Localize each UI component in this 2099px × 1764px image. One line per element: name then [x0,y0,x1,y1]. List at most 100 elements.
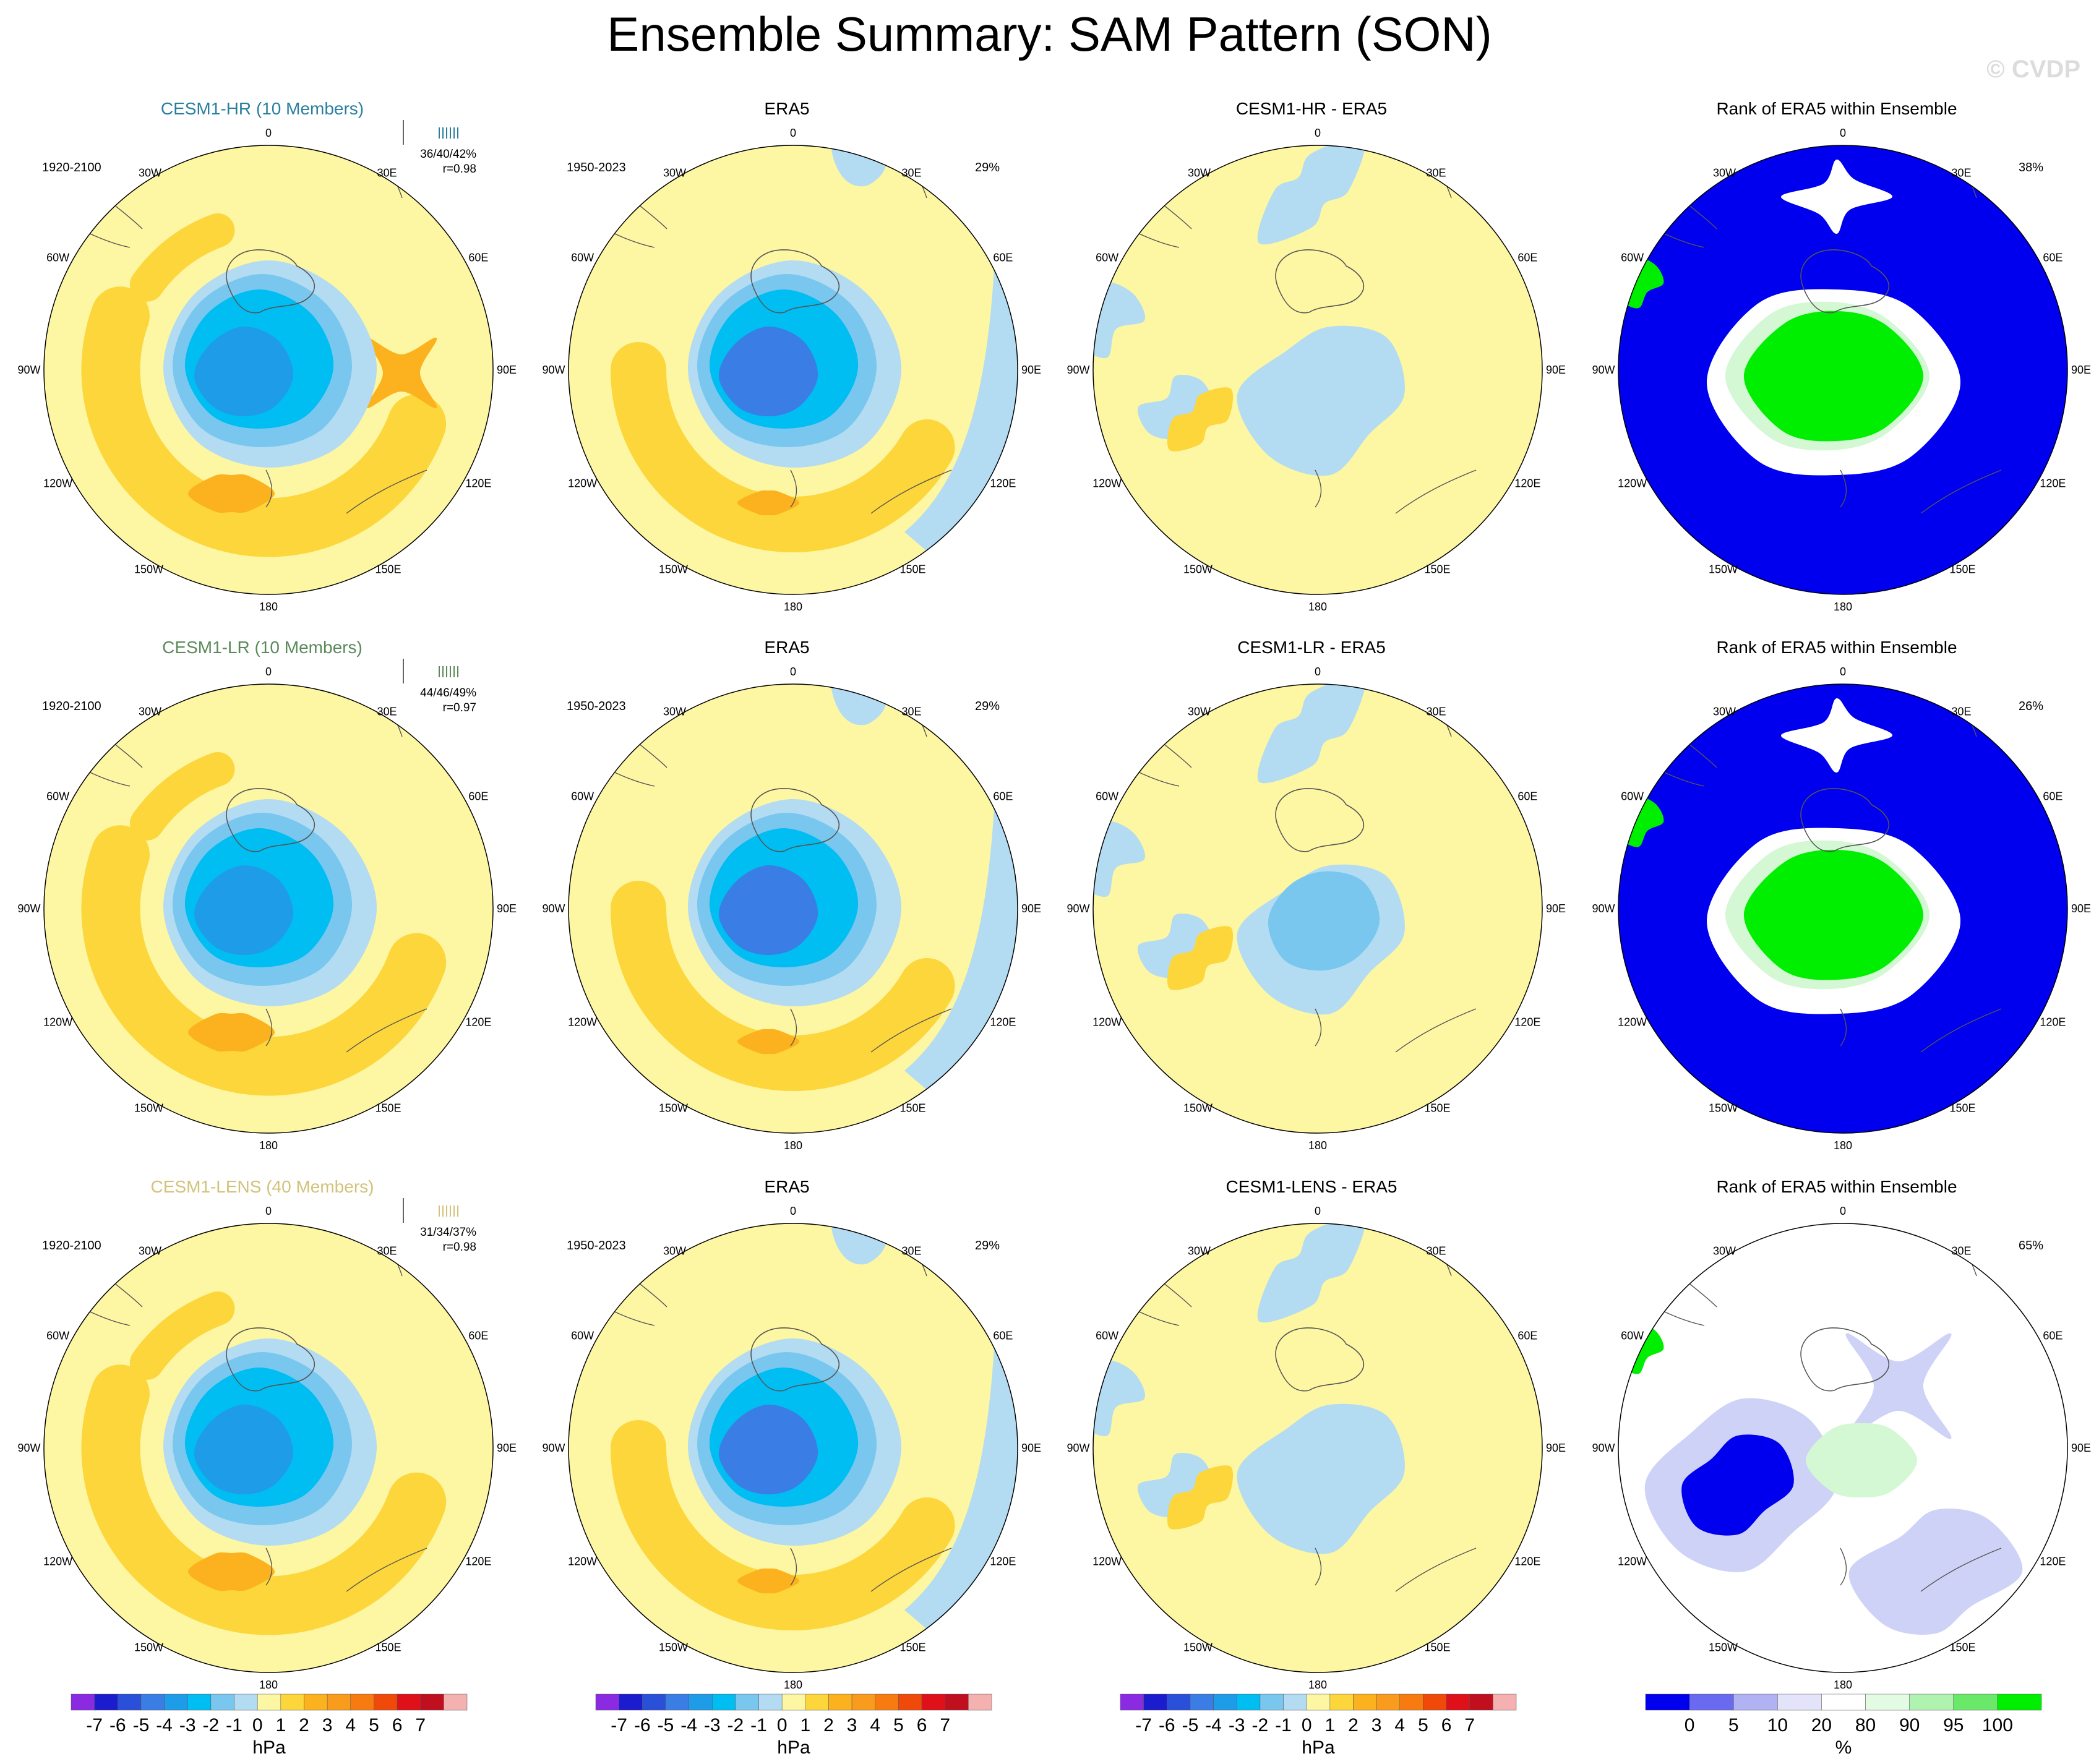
positive-arc-nw [129,751,235,841]
colorbar-swatch [210,1693,234,1711]
positive-ring [81,286,447,557]
lon-label: 60E [468,790,488,803]
lon-label: 90W [1067,902,1089,915]
map-border [43,145,494,595]
colorbar-2: -7 -6 -5 -4 -3 -2 -1 0 1 2 3 4 5 6 7 hPa [595,1692,1120,1761]
lon-label: 60W [1621,252,1644,264]
lon-label: 60E [993,1330,1013,1342]
lon-label: 90W [542,364,565,376]
lon-label: 150W [1709,1641,1738,1653]
percent-variance-stats: 31/34/37% [420,1226,476,1239]
lon-label: 150W [659,1102,688,1114]
new-zealand-coastline [1840,469,1847,508]
polar-map: 0 30E 60E 90E 120E 150E 180 150W 120W 90W 60W 30W [1067,127,1566,613]
lon-label: 120E [1514,477,1540,490]
lon-label: 30E [1951,1245,1971,1257]
colorbar-tick-label: -1 [750,1715,767,1736]
colorbar-tick-label: 6 [1441,1715,1452,1736]
rank-blue-region [1681,1434,1794,1536]
lon-label: 90W [542,1442,565,1454]
colorbar-swatch [1777,1693,1822,1711]
map-border [1092,683,1543,1134]
lon-label: 180 [1308,1139,1327,1152]
percent-label: 38% [2019,161,2044,174]
colorbar-tick-label: 2 [1348,1715,1359,1736]
colorbar-swatch [118,1693,142,1711]
lon-label: 120W [43,1556,72,1568]
ensemble-spread-glyph [403,659,458,683]
map-field [1618,145,2067,594]
lon-label: 150E [1949,1102,1975,1114]
map-field [569,684,1018,1133]
figure-title: Ensemble Summary: SAM Pattern (SON) [607,7,1492,61]
lon-label: 30E [901,1245,921,1257]
lon-label: 30E [1426,167,1446,179]
lon-label: 30E [901,167,921,179]
new-zealand-coastline [1840,1008,1847,1047]
lon-label: 0 [1840,127,1846,139]
polar-map: 0 30E 60E 90E 120E 150E 180 150W 120W 90W 60W 30W [542,1205,1041,1691]
lon-label: 120E [2040,1016,2066,1029]
polar-map: 0 30E 60E 90E 120E 150E 180 150W 120W 90W 60W 30W [1067,666,1566,1152]
colorbar-tick-label: 3 [322,1715,333,1736]
lon-label: 90W [1592,364,1615,376]
ensemble-spread-glyph [403,120,458,145]
panel-title: CESM1-HR - ERA5 [1235,99,1388,118]
map-field [44,1223,493,1672]
lon-label: 150E [1949,1641,1975,1653]
antarctica-coastline [1275,249,1364,314]
negative-central-strong [1268,871,1380,971]
lon-label: 180 [259,1139,278,1152]
colorbar-swatch [1306,1693,1331,1711]
colorbar-swatch [1236,1693,1261,1711]
negative-contour-4 [718,1404,818,1494]
pattern-correlation: r=0.98 [442,163,476,176]
positive-west [1167,387,1234,452]
new-zealand-coastline [1840,1548,1847,1586]
colorbar-swatch [921,1693,945,1711]
lon-label: 30W [663,167,686,179]
ensemble-stats: 44/46/49% r=0.97 [377,686,476,716]
lon-label: 180 [259,1679,278,1691]
lon-label: 90E [2071,1442,2091,1454]
lon-label: 0 [790,127,796,139]
lon-label: 120W [568,1556,597,1568]
negative-central [1237,325,1405,476]
colorbar-swatch [1329,1693,1354,1711]
map-border [43,683,494,1134]
panel-model-row3: CESM1-LENS (40 Members) 0 30E 60E 90E 120E 150… [0,1177,525,1715]
lon-label: 60E [2043,252,2063,264]
lon-label: 150E [1424,563,1450,575]
colorbar-tick-label: 5 [893,1715,904,1736]
lon-label: 30W [139,167,161,179]
panel-title: Rank of ERA5 within Ensemble [1716,1177,1957,1196]
colorbar-swatch [1469,1693,1493,1711]
new-zealand-coastline [265,469,273,508]
panel-era5-row1: ERA5 0 30E 60E 90E 120E 150E 180 150W 120W 90W 60W 3… [525,99,1049,637]
lon-label: 30W [1188,1245,1211,1257]
colorbar-1: -7 -6 -5 -4 -3 -2 -1 0 1 2 3 4 5 6 7 hPa [71,1692,596,1761]
rank-north-white [1780,698,1893,773]
negative-west-2 [1137,374,1214,440]
lon-label: 60W [571,252,594,264]
period-label: 1920-2100 [42,161,101,174]
panel-title: CESM1-LENS (40 Members) [150,1177,374,1196]
panel-title: CESM1-LENS - ERA5 [1225,1177,1397,1196]
rank-lightblue-ne [1845,1333,1952,1439]
antarctica-coastline [750,788,839,852]
colorbar-swatch [805,1693,829,1711]
period-label: 1950-2023 [567,1239,626,1252]
colorbar-tick-label: 95 [1943,1715,1964,1736]
colorbar-swatch [1446,1693,1470,1711]
map-border [1618,145,2068,595]
colorbar-tick-label: 5 [369,1715,379,1736]
colorbar-tick-label: 90 [1899,1715,1920,1736]
colorbar-swatch [968,1693,992,1711]
colorbar-tick-label: -5 [133,1715,150,1736]
lon-label: 60W [571,790,594,803]
colorbar-tick-label: 2 [299,1715,309,1736]
colorbar-tick-label: 4 [870,1715,880,1736]
lon-label: 30E [1426,706,1446,718]
panel-rank-row2: Rank of ERA5 within Ensemble 0 30E 60E 90E 12… [1574,638,2099,1176]
lon-label: 0 [265,666,272,678]
